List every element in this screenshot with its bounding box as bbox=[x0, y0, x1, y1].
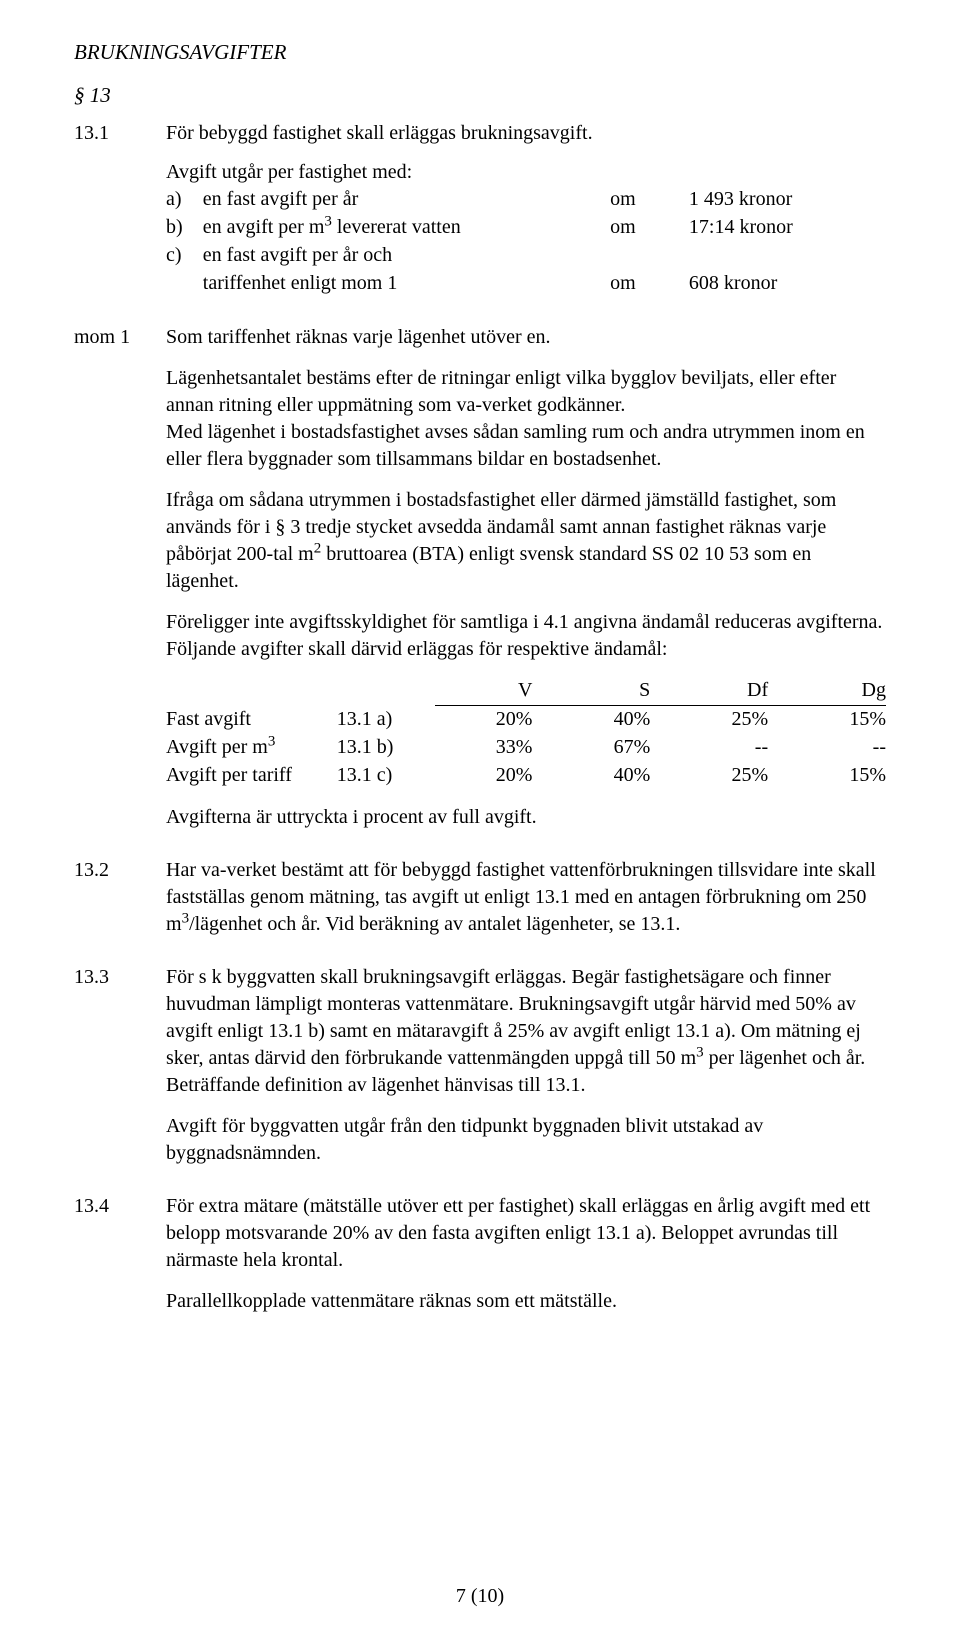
table-header-row: V S Df Dg bbox=[166, 677, 886, 706]
p-text: Föreligger inte avgiftsskyldighet för sa… bbox=[166, 609, 886, 663]
col-df: Df bbox=[670, 677, 788, 706]
p-text: Avgift för byggvatten utgår från den tid… bbox=[166, 1113, 886, 1167]
col-s: S bbox=[552, 677, 670, 706]
table-row: a)en fast avgift per årom1 493 kronor bbox=[166, 186, 886, 214]
p-text: Som tariffenhet räknas varje lägenhet ut… bbox=[166, 324, 886, 351]
section-number: 13.1 bbox=[74, 120, 166, 147]
section-13-4-row: 13.4 För extra mätare (mätställe utöver … bbox=[74, 1193, 886, 1329]
percent-table: V S Df Dg Fast avgift13.1 a)20%40%25%15%… bbox=[166, 677, 886, 790]
mom1-row: mom 1 Som tariffenhet räknas varje lägen… bbox=[74, 324, 886, 845]
section-body: För extra mätare (mätställe utöver ett p… bbox=[166, 1193, 886, 1329]
section-number: 13.4 bbox=[74, 1193, 166, 1329]
table-row: Avgift per tariff13.1 c)20%40%25%15% bbox=[166, 762, 886, 790]
page: BRUKNINGSAVGIFTER § 13 13.1 För bebyggd … bbox=[0, 0, 960, 1638]
p-text: Har va-verket bestämt att för bebyggd fa… bbox=[166, 857, 886, 938]
p-text: För s k byggvatten skall brukningsavgift… bbox=[166, 964, 886, 1099]
section-number: 13.3 bbox=[74, 964, 166, 1181]
mom1-body: Som tariffenhet räknas varje lägenhet ut… bbox=[166, 324, 886, 845]
tariff-table: a)en fast avgift per årom1 493 kronorb)e… bbox=[166, 186, 886, 298]
page-footer: 7 (10) bbox=[0, 1585, 960, 1608]
section-13-2-row: 13.2 Har va-verket bestämt att för bebyg… bbox=[74, 857, 886, 952]
p-text: Avgifterna är uttryckta i procent av ful… bbox=[166, 804, 886, 831]
section-13-1-intro-row: 13.1 För bebyggd fastighet skall erlägga… bbox=[74, 120, 886, 147]
section-heading: BRUKNINGSAVGIFTER bbox=[74, 40, 886, 65]
table-row: Fast avgift13.1 a)20%40%25%15% bbox=[166, 706, 886, 735]
section-body: Har va-verket bestämt att för bebyggd fa… bbox=[166, 857, 886, 952]
paragraph-13-label: § 13 bbox=[74, 83, 886, 108]
tariff-block: Avgift utgår per fastighet med: a)en fas… bbox=[74, 159, 886, 312]
section-number-empty bbox=[74, 159, 166, 312]
col-dg: Dg bbox=[788, 677, 886, 706]
section-body: För s k byggvatten skall brukningsavgift… bbox=[166, 964, 886, 1181]
section-body: För bebyggd fastighet skall erläggas bru… bbox=[166, 120, 886, 147]
col-v: V bbox=[435, 677, 553, 706]
section-13-3-row: 13.3 För s k byggvatten skall brukningsa… bbox=[74, 964, 886, 1181]
p-text: Lägenhetsantalet bestäms efter de ritnin… bbox=[166, 365, 886, 473]
p-text: För extra mätare (mätställe utöver ett p… bbox=[166, 1193, 886, 1274]
p-text: Parallellkopplade vattenmätare räknas so… bbox=[166, 1288, 886, 1315]
table-row: c)en fast avgift per år och bbox=[166, 242, 886, 270]
table-row: b)en avgift per m3 levererat vattenom17:… bbox=[166, 214, 886, 242]
mom1-label: mom 1 bbox=[74, 324, 166, 845]
tariff-body: Avgift utgår per fastighet med: a)en fas… bbox=[166, 159, 886, 312]
p-text: Ifråga om sådana utrymmen i bostadsfasti… bbox=[166, 487, 886, 595]
tariff-lead: Avgift utgår per fastighet med: bbox=[166, 159, 886, 186]
table-row: Avgift per m313.1 b)33%67%---- bbox=[166, 734, 886, 762]
section-number: 13.2 bbox=[74, 857, 166, 952]
table-row: tariffenhet enligt mom 1om608 kronor bbox=[166, 270, 886, 298]
